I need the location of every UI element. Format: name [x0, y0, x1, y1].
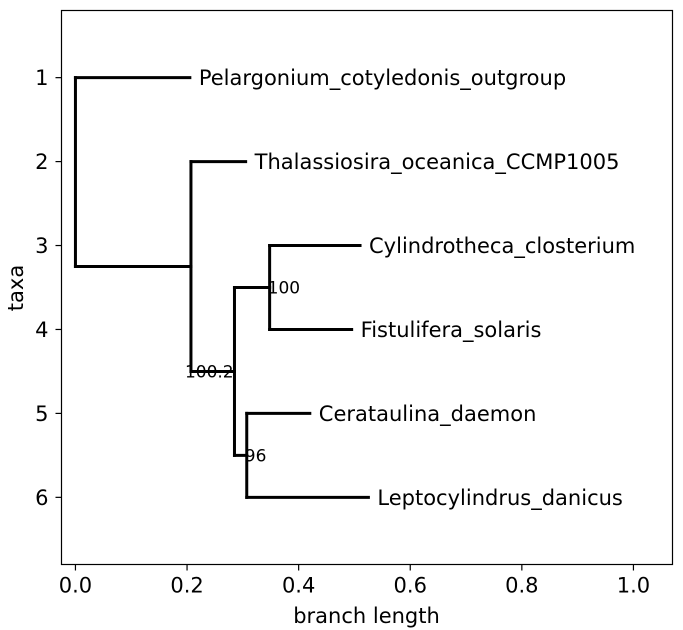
x-tick-label: 0.6 — [394, 574, 427, 598]
tree-branches — [73, 76, 370, 499]
taxon-label: Leptocylindrus_danicus — [377, 486, 622, 511]
y-tick-label: 4 — [35, 318, 48, 342]
y-tick-label: 3 — [35, 234, 48, 258]
taxon-label: Cerataulina_daemon — [319, 402, 537, 427]
taxon-label: Pelargonium_cotyledonis_outgroup — [199, 66, 566, 91]
taxon-labels: Pelargonium_cotyledonis_outgroup Thalassi… — [199, 66, 636, 511]
taxon-label: Fistulifera_solaris — [361, 318, 542, 343]
x-tick-label: 0.2 — [170, 574, 203, 598]
plot-frame — [60, 9, 674, 566]
taxon-label: Thalassiosira_oceanica_CCMP1005 — [254, 150, 620, 175]
y-tick-label: 5 — [35, 402, 48, 426]
x-axis-ticks: 0.0 0.2 0.4 0.6 0.8 1.0 — [59, 564, 650, 598]
taxon-label: Cylindrotheca_closterium — [369, 234, 635, 259]
y-tick-label: 2 — [35, 150, 48, 174]
x-tick-label: 1.0 — [617, 574, 650, 598]
y-tick-label: 1 — [35, 66, 48, 90]
y-axis-label: taxa — [4, 265, 28, 311]
support-value: 96 — [245, 446, 267, 466]
x-tick-label: 0.0 — [59, 574, 92, 598]
x-tick-label: 0.4 — [282, 574, 315, 598]
x-axis-label: branch length — [293, 604, 440, 628]
y-axis-ticks: 1 2 3 4 5 6 — [35, 66, 62, 510]
support-value: 100 — [268, 279, 300, 299]
y-tick-label: 6 — [35, 486, 48, 510]
support-values: 100.2 100 96 — [185, 279, 300, 467]
support-value: 100.2 — [185, 362, 234, 382]
x-tick-label: 0.8 — [505, 574, 538, 598]
